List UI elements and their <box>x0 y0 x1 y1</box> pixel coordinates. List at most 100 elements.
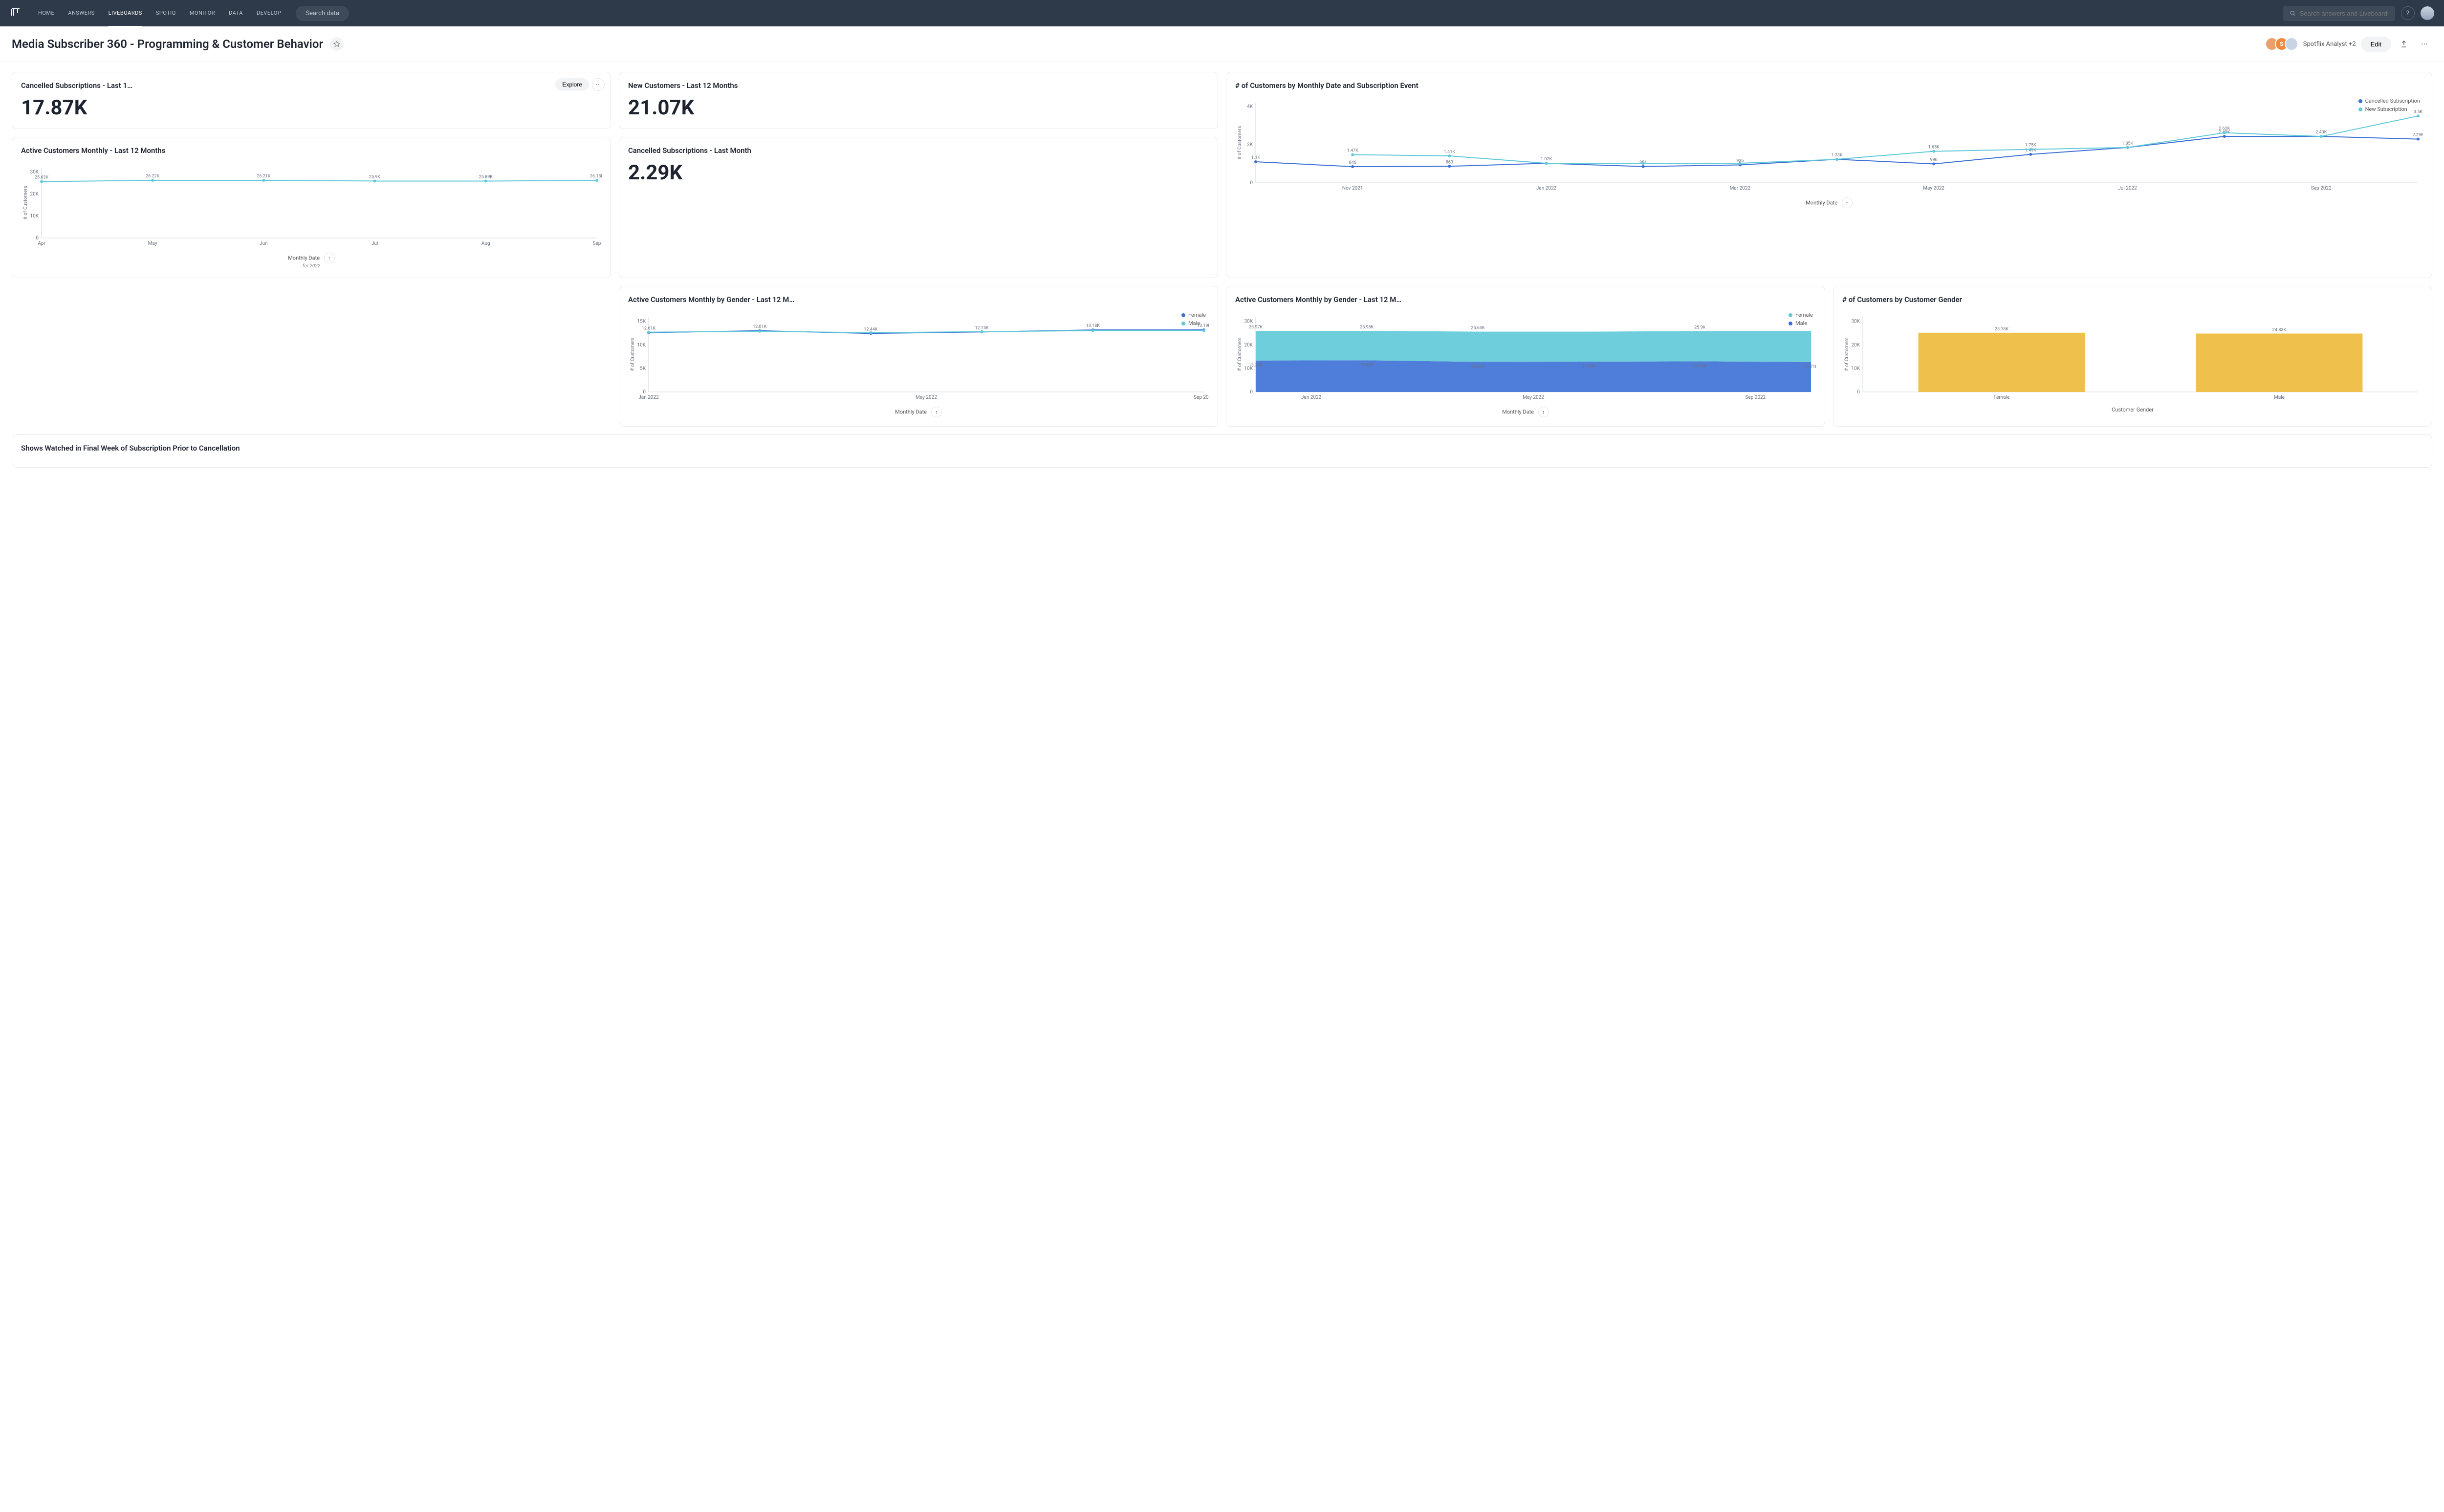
svg-text:0: 0 <box>643 389 646 395</box>
svg-text:10K: 10K <box>1851 366 1860 371</box>
svg-text:15K: 15K <box>637 319 646 324</box>
gender-bar-chart[interactable]: 010K20K30K# of Customers25.18KFemale24.8… <box>1842 310 2423 403</box>
svg-text:25.63K: 25.63K <box>1471 326 1485 331</box>
svg-text:30K: 30K <box>30 170 39 175</box>
svg-text:20K: 20K <box>1244 343 1253 348</box>
nav-link-develop[interactable]: DEVELOP <box>257 0 281 27</box>
active-line-chart[interactable]: 010K20K30KAprMayJunJulAugSep# of Custome… <box>21 161 602 249</box>
chart-legend: Female Male <box>1789 312 1813 326</box>
sort-button[interactable]: ↑ <box>1538 407 1549 417</box>
svg-text:Jun: Jun <box>260 241 268 246</box>
sort-button[interactable]: ↑ <box>931 407 942 417</box>
svg-text:Mar 2022: Mar 2022 <box>1730 186 1751 191</box>
page-header: Media Subscriber 360 - Programming & Cus… <box>0 26 2444 62</box>
svg-text:# of Customers: # of Customers <box>1844 338 1850 371</box>
svg-text:2.29K: 2.29K <box>2412 133 2423 138</box>
help-button[interactable]: ? <box>2401 6 2415 20</box>
legend-item[interactable]: Cancelled Subscription <box>2358 98 2420 104</box>
events-line-chart[interactable]: 02K4KNov 2021Jan 2022Mar 2022May 2022Jul… <box>1235 96 2423 194</box>
top-nav: HOME ANSWERS LIVEBOARDS SPOTIQ MONITOR DATA DE… <box>0 0 2444 26</box>
gender-line-chart[interactable]: 05K10K15KJan 2022May 2022Sep 2022# of Cu… <box>628 310 1209 403</box>
svg-text:13.18K: 13.18K <box>1086 324 1100 328</box>
svg-text:12.71K: 12.71K <box>1804 365 1816 369</box>
svg-text:30K: 30K <box>1244 319 1253 324</box>
svg-text:1.41K: 1.41K <box>1444 150 1456 154</box>
chart-legend: Female Male <box>1181 312 1206 326</box>
svg-text:10K: 10K <box>30 214 39 219</box>
svg-text:4K: 4K <box>1247 104 1253 109</box>
svg-text:May 2022: May 2022 <box>916 395 937 400</box>
legend-item[interactable]: Female <box>1181 312 1206 318</box>
legend-item[interactable]: Female <box>1789 312 1813 318</box>
legend-item[interactable]: Male <box>1181 320 1206 326</box>
search-data-button[interactable]: Search data <box>296 6 349 21</box>
nav-link-home[interactable]: HOME <box>38 0 54 27</box>
card-title: Cancelled Subscriptions - Last 1… <box>21 81 602 90</box>
svg-text:Aug: Aug <box>481 241 490 246</box>
search-icon <box>2290 10 2296 17</box>
svg-text:20K: 20K <box>1851 343 1860 348</box>
global-search-input[interactable] <box>2300 10 2388 17</box>
svg-text:1.47K: 1.47K <box>1347 149 1359 153</box>
svg-text:Male: Male <box>2274 395 2285 400</box>
svg-text:May 2022: May 2022 <box>1923 186 1944 191</box>
dashboard-grid: Explore Cancelled Subscriptions - Last 1… <box>0 62 2444 477</box>
page-title: Media Subscriber 360 - Programming & Cus… <box>12 37 323 51</box>
card-active-monthly: Active Customers Monthly - Last 12 Month… <box>12 137 611 278</box>
svg-text:846: 846 <box>1349 160 1356 165</box>
svg-text:# of Customers: # of Customers <box>1237 338 1243 371</box>
nav-links: HOME ANSWERS LIVEBOARDS SPOTIQ MONITOR DATA DE… <box>38 0 281 27</box>
star-icon <box>333 41 340 47</box>
nav-link-liveboards[interactable]: LIVEBOARDS <box>109 0 142 27</box>
kpi-value: 2.29K <box>628 161 1209 185</box>
svg-text:# of Customers: # of Customers <box>22 186 28 220</box>
nav-link-data[interactable]: DATA <box>229 0 243 27</box>
svg-text:1.65K: 1.65K <box>1928 145 1940 150</box>
collaborator-avatar[interactable] <box>2285 37 2298 51</box>
svg-text:0: 0 <box>1857 389 1860 395</box>
svg-text:25.18K: 25.18K <box>1995 327 2009 332</box>
svg-text:Jul: Jul <box>371 241 378 246</box>
global-search[interactable] <box>2283 6 2395 21</box>
explore-button[interactable]: Explore <box>555 78 589 91</box>
card-shows-watched: Shows Watched in Final Week of Subscript… <box>12 434 2432 468</box>
svg-text:1.23K: 1.23K <box>1831 153 1843 158</box>
logo[interactable] <box>10 6 23 20</box>
svg-text:24.83K: 24.83K <box>2272 328 2287 333</box>
sort-button[interactable]: ↑ <box>1842 197 1853 208</box>
user-avatar[interactable] <box>2421 6 2434 20</box>
share-button[interactable] <box>2396 36 2412 52</box>
more-button[interactable] <box>2417 36 2432 52</box>
legend-item[interactable]: New Subscription <box>2358 106 2420 112</box>
card-new-customers: New Customers - Last 12 Months 21.07K <box>619 72 1218 129</box>
svg-text:0: 0 <box>1250 180 1253 186</box>
svg-text:26.22K: 26.22K <box>146 174 160 179</box>
author-label: Spotflix Analyst +2 <box>2303 41 2356 48</box>
card-cancelled-last-month: Cancelled Subscriptions - Last Month 2.2… <box>619 137 1218 278</box>
svg-text:0: 0 <box>1250 389 1253 395</box>
favorite-button[interactable] <box>330 37 344 51</box>
svg-text:Sep: Sep <box>593 241 601 246</box>
sort-button[interactable]: ↑ <box>324 253 335 263</box>
svg-text:13.35K: 13.35K <box>1249 363 1263 368</box>
legend-item[interactable]: Male <box>1789 320 1813 326</box>
kpi-value: 21.07K <box>628 96 1209 120</box>
card-title: Active Customers Monthly - Last 12 Month… <box>21 146 602 155</box>
svg-text:990: 990 <box>1930 157 1938 162</box>
nav-link-monitor[interactable]: MONITOR <box>190 0 215 27</box>
gender-area-chart[interactable]: 010K20K30KJan 2022May 2022Sep 2022# of C… <box>1235 310 1816 403</box>
svg-text:26.21K: 26.21K <box>257 174 271 179</box>
nav-link-answers[interactable]: ANSWERS <box>68 0 94 27</box>
svg-text:Jul 2022: Jul 2022 <box>2118 186 2137 191</box>
nav-link-spotiq[interactable]: SPOTIQ <box>156 0 176 27</box>
svg-text:Nov 2021: Nov 2021 <box>1342 186 1363 191</box>
collaborator-avatars[interactable]: S <box>2269 37 2298 51</box>
x-axis-label: Monthly Date <box>288 255 320 261</box>
more-icon <box>2421 40 2428 48</box>
card-title: Shows Watched in Final Week of Subscript… <box>21 444 2423 453</box>
card-cancelled-12m: Explore Cancelled Subscriptions - Last 1… <box>12 72 611 129</box>
edit-button[interactable]: Edit <box>2361 37 2391 52</box>
svg-text:Sep 2022: Sep 2022 <box>1745 395 1766 400</box>
card-more-button[interactable] <box>592 78 605 91</box>
svg-text:0: 0 <box>36 236 39 241</box>
